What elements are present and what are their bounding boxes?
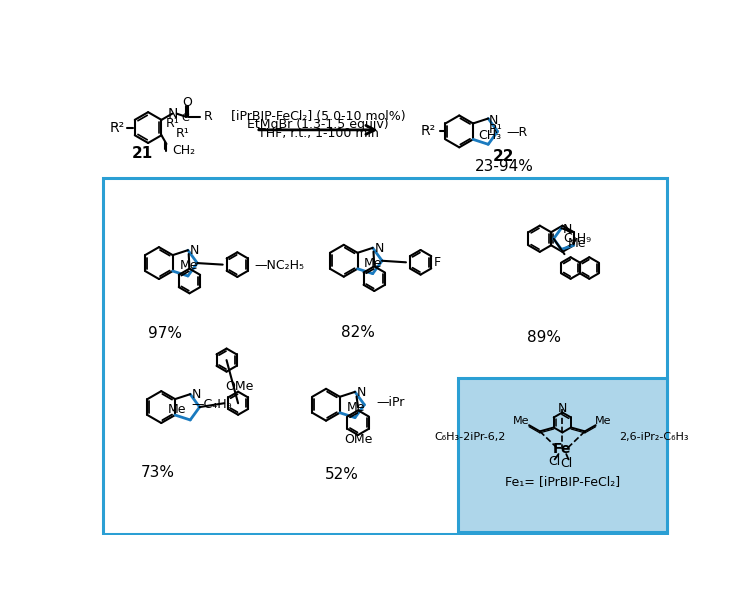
Text: 22: 22: [493, 149, 514, 164]
Text: —NC₂H₅: —NC₂H₅: [255, 259, 304, 272]
Text: OMe: OMe: [225, 380, 254, 393]
Text: N: N: [357, 386, 366, 399]
Text: 89%: 89%: [527, 331, 561, 345]
Text: R¹: R¹: [175, 127, 189, 140]
Text: N: N: [558, 402, 567, 415]
Text: C₆H₃-2iPr-6,2: C₆H₃-2iPr-6,2: [435, 432, 506, 442]
Text: N: N: [489, 114, 499, 127]
Text: R¹: R¹: [489, 123, 502, 136]
Text: —iPr: —iPr: [377, 396, 405, 409]
Text: N: N: [192, 388, 201, 401]
Text: Cl: Cl: [548, 455, 561, 468]
Text: —C₄H₉: —C₄H₉: [192, 398, 232, 410]
Text: 52%: 52%: [325, 466, 359, 481]
Text: 21: 21: [131, 146, 152, 161]
Text: Me: Me: [179, 260, 198, 272]
Text: OMe: OMe: [345, 433, 373, 446]
Text: Me: Me: [168, 403, 186, 416]
Text: Me: Me: [568, 237, 586, 249]
Text: Me: Me: [346, 401, 365, 414]
Text: CH₂: CH₂: [173, 144, 196, 157]
Text: O: O: [182, 96, 192, 109]
Text: R²: R²: [110, 121, 125, 135]
Bar: [104, 178, 667, 534]
Text: Me: Me: [513, 416, 529, 426]
Text: N: N: [374, 242, 384, 255]
Text: Fe: Fe: [553, 442, 572, 456]
Bar: [457, 378, 667, 532]
Text: C: C: [182, 112, 189, 123]
Text: Me: Me: [364, 257, 383, 270]
Text: 73%: 73%: [140, 465, 174, 480]
Text: CH₃: CH₃: [478, 129, 502, 142]
Text: 23-94%: 23-94%: [475, 159, 533, 174]
Text: THF, r.t., 1-100 min: THF, r.t., 1-100 min: [258, 127, 379, 140]
Text: Cl: Cl: [560, 457, 572, 470]
Text: N: N: [563, 223, 572, 236]
Text: EtMgBr (1.3-1.5 equiv): EtMgBr (1.3-1.5 equiv): [248, 118, 389, 131]
Text: [iPrBIP-FeCl₂] (5.0-10 mol%): [iPrBIP-FeCl₂] (5.0-10 mol%): [231, 109, 406, 123]
Text: 82%: 82%: [341, 325, 375, 340]
Text: R: R: [204, 110, 213, 123]
Text: R¹: R¹: [166, 117, 180, 130]
Text: F: F: [433, 256, 441, 269]
Text: N: N: [167, 107, 178, 121]
Text: Me: Me: [595, 416, 611, 426]
Text: C₄H₉: C₄H₉: [563, 233, 591, 245]
Text: —R: —R: [507, 126, 528, 139]
Text: N: N: [189, 245, 199, 257]
Text: 97%: 97%: [148, 326, 182, 341]
Text: 2,6-iPr₂-C₆H₃: 2,6-iPr₂-C₆H₃: [619, 432, 688, 442]
Text: Fe₁= [iPrBIP-FeCl₂]: Fe₁= [iPrBIP-FeCl₂]: [505, 475, 620, 488]
Text: R²: R²: [421, 124, 436, 138]
